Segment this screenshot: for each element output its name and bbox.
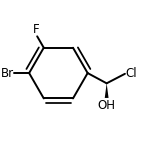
Polygon shape	[105, 83, 109, 98]
Text: Cl: Cl	[126, 67, 137, 80]
Text: OH: OH	[98, 99, 116, 112]
Text: F: F	[33, 23, 40, 36]
Text: Br: Br	[1, 67, 14, 80]
